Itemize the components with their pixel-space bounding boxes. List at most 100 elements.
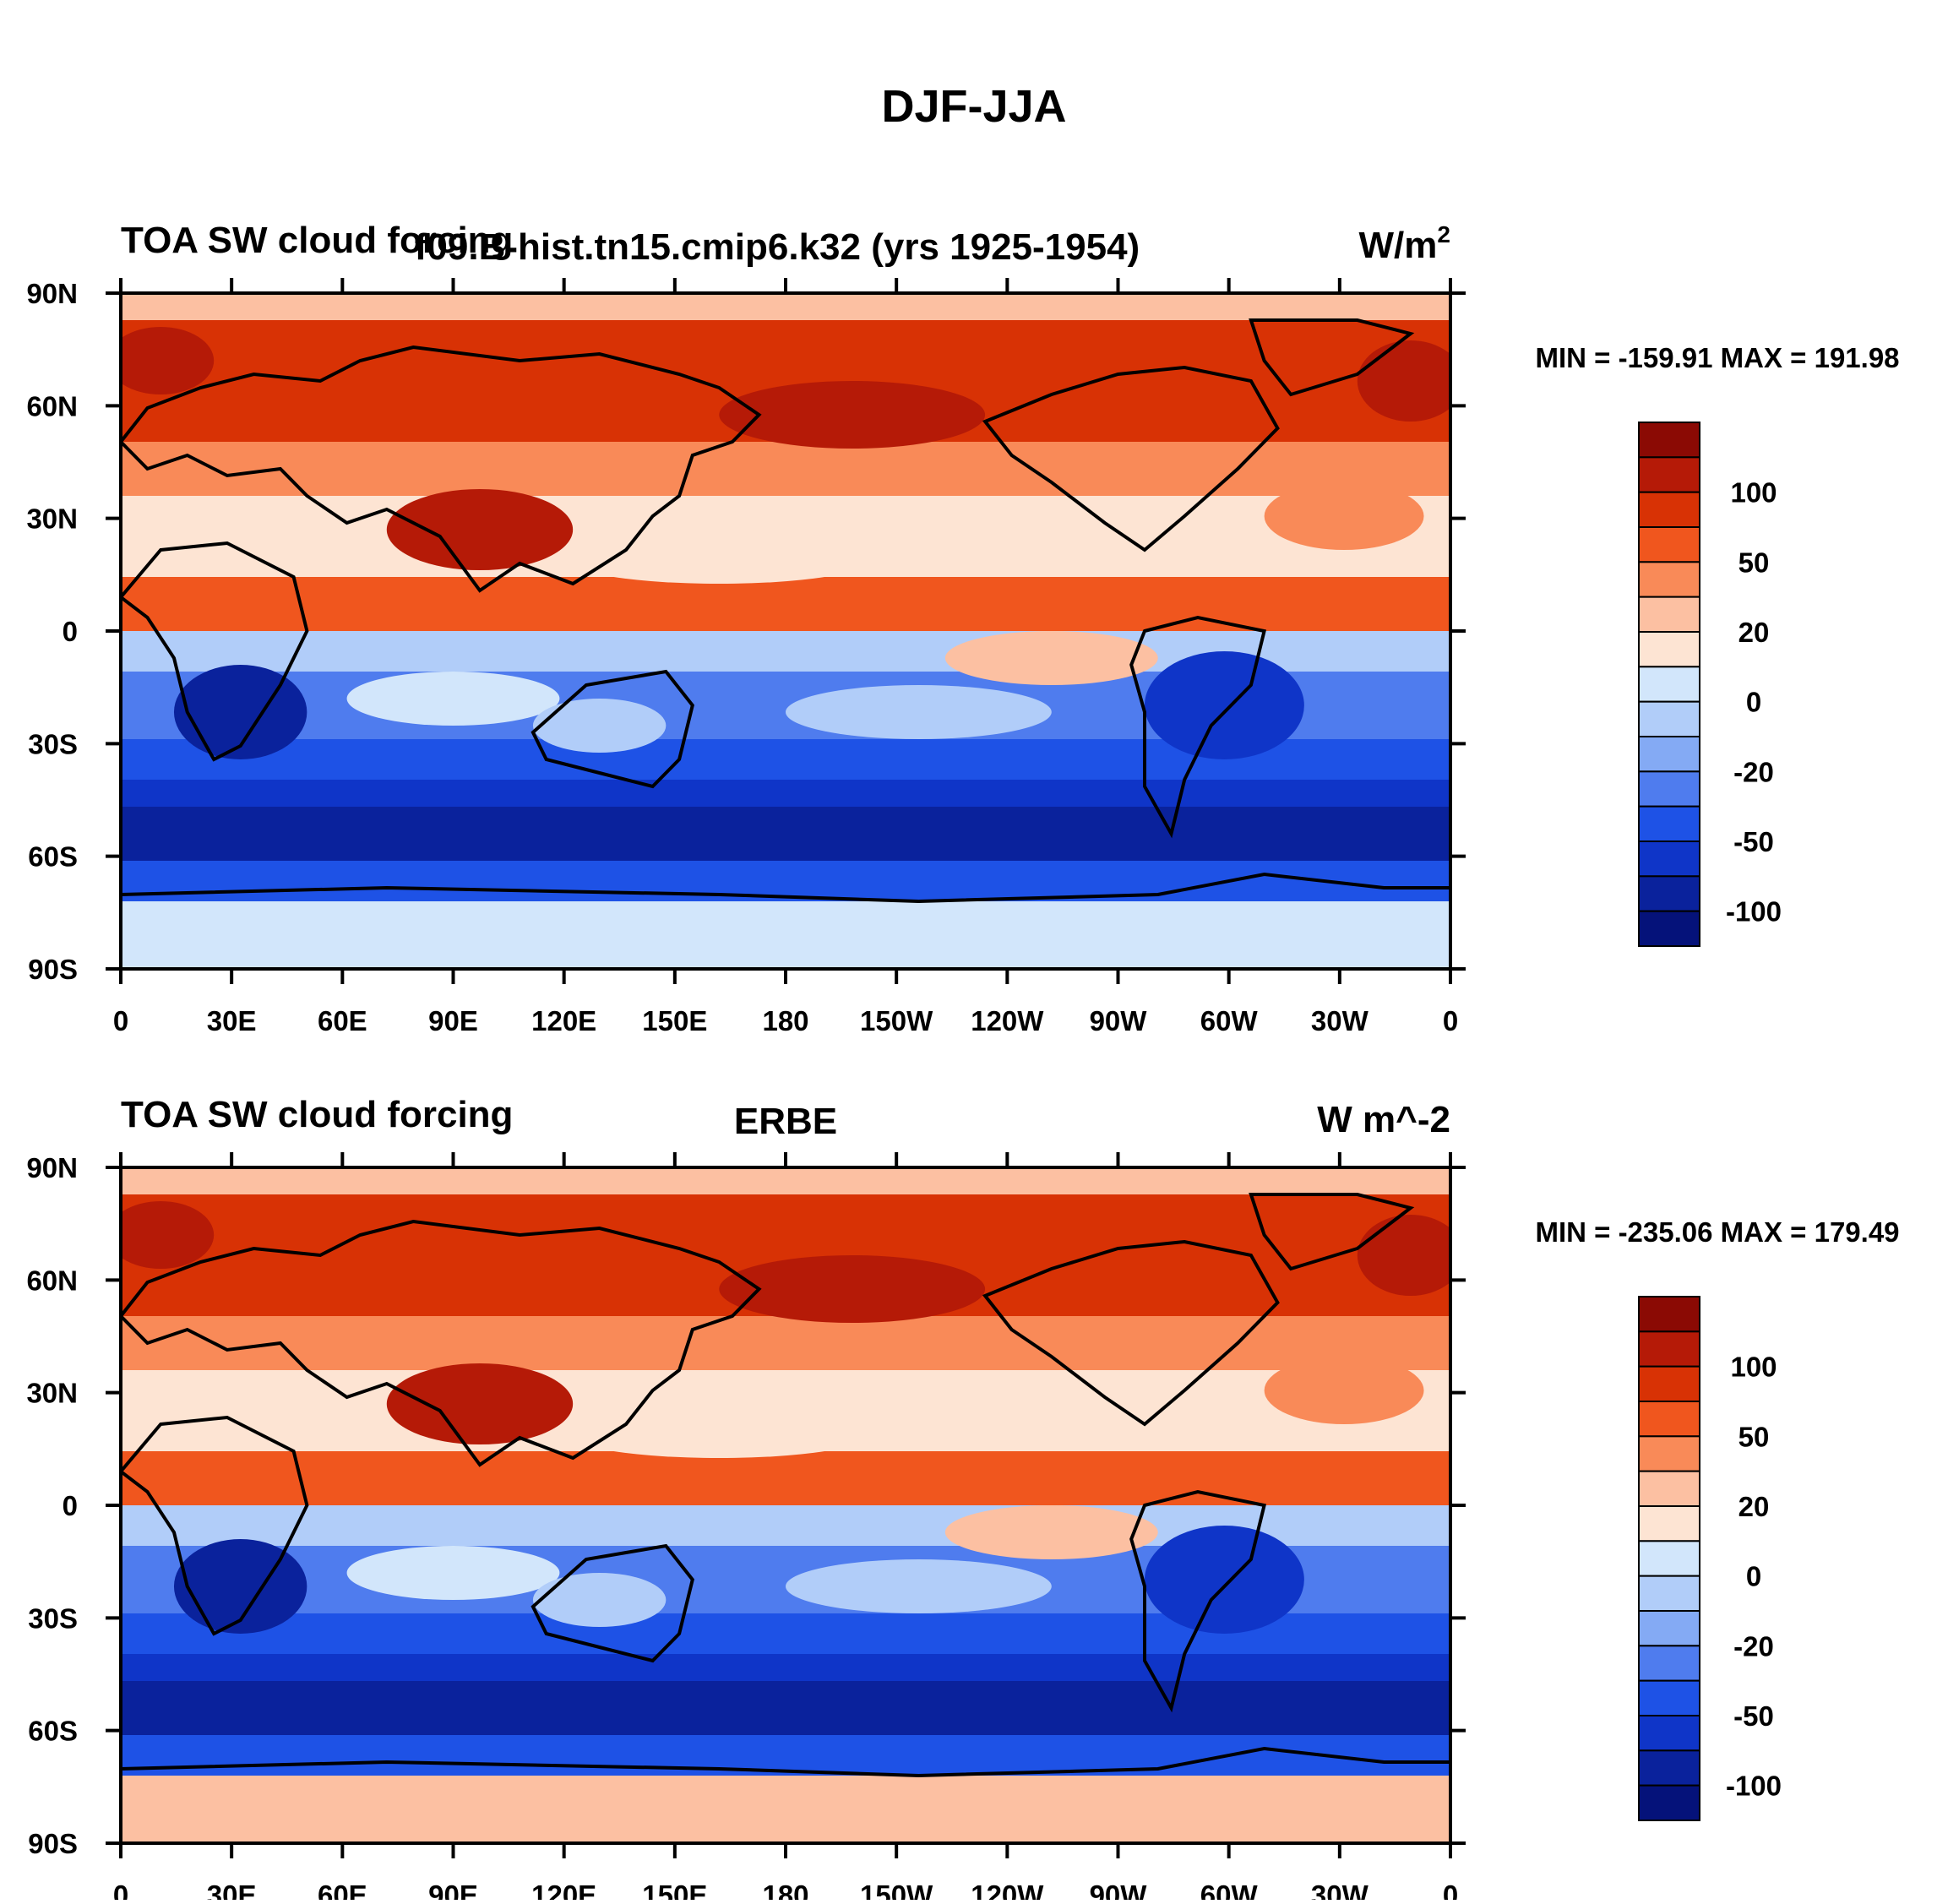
colorbar-swatch xyxy=(1638,1470,1700,1507)
lat-band xyxy=(121,1776,1450,1843)
contour-blob xyxy=(559,1404,879,1458)
lon-label: 180 xyxy=(762,1005,808,1036)
coastline xyxy=(121,345,762,593)
contour-blob xyxy=(719,1255,986,1323)
colorbar-label: 50 xyxy=(1739,547,1770,578)
coastline xyxy=(121,1746,1450,1778)
colorbar-swatch xyxy=(1638,1679,1700,1716)
colorbar-swatch xyxy=(1638,526,1700,563)
colorbar-swatch xyxy=(1638,1435,1700,1472)
colorbar: 100 50 20 0 -20 -50 -100 xyxy=(1638,422,1782,947)
lat-label: 60N xyxy=(26,390,78,422)
panel-left-title: TOA SW cloud forcing xyxy=(121,1094,513,1135)
lon-label: 0 xyxy=(1443,1880,1458,1900)
contour-blob xyxy=(1357,1215,1450,1296)
colorbar-label: -20 xyxy=(1733,1630,1774,1662)
lon-label: 90E xyxy=(428,1880,478,1900)
coastline xyxy=(1129,1489,1267,1713)
lon-label: 150E xyxy=(642,1880,707,1900)
colorbar-swatch xyxy=(1638,736,1700,773)
colorbar-label: -100 xyxy=(1726,1771,1782,1802)
colorbar-label: 0 xyxy=(1746,687,1761,718)
lat-label: 30N xyxy=(26,503,78,535)
colorbar-swatch xyxy=(1638,1575,1700,1612)
contour-blob xyxy=(719,381,986,449)
lon-label: 150W xyxy=(860,1005,933,1036)
lat-label: 90N xyxy=(26,278,78,309)
colorbar-swatch xyxy=(1638,1505,1700,1542)
panel-units-sup: 2 xyxy=(1437,221,1450,248)
lat-band xyxy=(121,780,1450,807)
lon-label: 30E xyxy=(207,1880,257,1900)
figure-title: DJF-JJA xyxy=(881,81,1066,132)
lat-band xyxy=(121,901,1450,969)
contour-blob xyxy=(944,631,1158,685)
colorbar-swatch xyxy=(1638,770,1700,808)
lon-label: 30W xyxy=(1311,1005,1369,1036)
map-panel-obs: TOA SW cloud forcing ERBE W m^-2 90N 60N 30N 0… xyxy=(26,1094,1899,1904)
colorbar-label: 100 xyxy=(1730,1352,1777,1383)
lon-label: 0 xyxy=(113,1005,128,1036)
lat-band xyxy=(121,577,1450,631)
colorbar-swatch xyxy=(1638,1749,1700,1787)
colorbar-swatch xyxy=(1638,1540,1700,1577)
colorbar-label: 50 xyxy=(1739,1421,1770,1452)
lat-label: 0 xyxy=(63,1490,78,1521)
lon-label: 120W xyxy=(971,1880,1044,1900)
panel-center-title: f09.B-hist.tn15.cmip6.k32 (yrs 1925-1954… xyxy=(415,226,1140,268)
colorbar-swatch xyxy=(1638,596,1700,634)
lon-label: 60W xyxy=(1200,1880,1259,1900)
coastline xyxy=(121,872,1450,904)
contour-blob xyxy=(346,1546,560,1600)
min-max-label: MIN = -159.91 MAX = 191.98 xyxy=(1535,342,1899,373)
lon-label: 30E xyxy=(207,1005,257,1036)
colorbar-label: -100 xyxy=(1726,896,1782,928)
colorbar-swatch xyxy=(1638,1715,1700,1752)
colorbar-swatch xyxy=(1638,491,1700,529)
lat-label: 60N xyxy=(26,1265,78,1296)
coastline xyxy=(531,1543,694,1663)
colorbar-swatch xyxy=(1638,1365,1700,1402)
colorbar-swatch xyxy=(1638,840,1700,878)
contour-blob xyxy=(786,685,1052,739)
lat-label: 90S xyxy=(28,954,78,985)
lat-band xyxy=(121,1654,1450,1681)
contour-blob xyxy=(121,327,215,394)
lon-label: 60W xyxy=(1200,1005,1259,1036)
lat-label: 30N xyxy=(26,1378,78,1409)
map-field xyxy=(121,293,1450,969)
lon-label: 90W xyxy=(1090,1880,1148,1900)
colorbar: 100 50 20 0 -20 -50 -100 xyxy=(1638,1296,1782,1822)
contour-blob xyxy=(173,665,307,759)
contour-blob xyxy=(559,530,879,584)
lat-label: 30S xyxy=(28,1602,78,1634)
map-panel-model: TOA SW cloud forcingf09.B-hist.tn15.cmip… xyxy=(26,220,1899,1036)
colorbar-swatch xyxy=(1638,1296,1700,1333)
lon-label: 180 xyxy=(762,1880,808,1900)
lat-band xyxy=(121,1167,1450,1194)
lat-band xyxy=(121,807,1450,861)
coastline xyxy=(982,1239,1280,1427)
lat-band xyxy=(121,1681,1450,1735)
lat-label: 60S xyxy=(28,841,78,873)
lon-label: 120E xyxy=(531,1005,596,1036)
colorbar-label: 100 xyxy=(1730,477,1777,509)
coastline xyxy=(121,541,309,762)
min-max-label: MIN = -235.06 MAX = 179.49 xyxy=(1535,1216,1899,1248)
lon-label: 150W xyxy=(860,1880,933,1900)
contour-blob xyxy=(386,1363,574,1444)
lat-label: 90S xyxy=(28,1828,78,1859)
colorbar-label: -50 xyxy=(1733,826,1774,857)
colorbar-swatch xyxy=(1638,666,1700,703)
contour-blob xyxy=(532,1573,667,1627)
lat-band xyxy=(121,293,1450,320)
colorbar-swatch xyxy=(1638,700,1700,738)
contour-blob xyxy=(1264,1357,1424,1424)
coastline xyxy=(1129,615,1267,839)
panel-left-title: TOA SW cloud forcing xyxy=(121,220,513,261)
colorbar-swatch xyxy=(1638,1330,1700,1368)
coastline xyxy=(121,1219,762,1467)
colorbar-swatch xyxy=(1638,875,1700,912)
lat-label: 30S xyxy=(28,728,78,759)
coastline xyxy=(982,365,1280,552)
